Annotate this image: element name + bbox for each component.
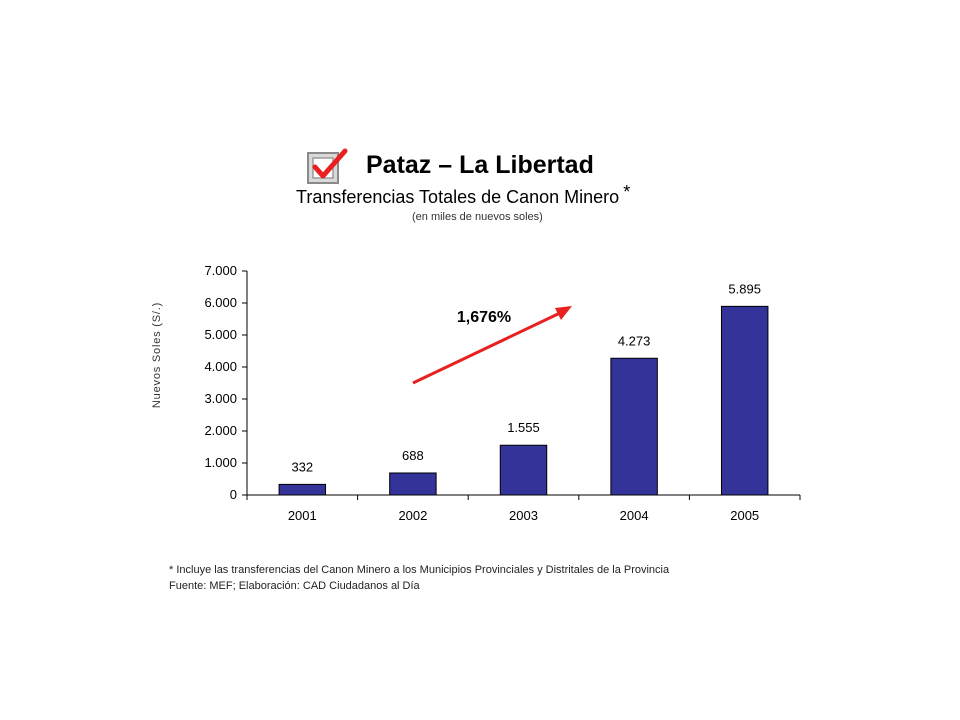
trend-arrow-line — [412, 311, 561, 385]
y-tick-label: 0 — [230, 487, 237, 502]
trend-annotation-label: 1,676% — [457, 309, 511, 326]
x-tick-label-2001: 2001 — [288, 508, 317, 523]
x-axis: 2001 2002 2003 2004 2005 — [246, 494, 801, 523]
value-label-2001: 332 — [291, 459, 313, 474]
y-tick-label: 6.000 — [204, 295, 237, 310]
x-tick-label-2005: 2005 — [730, 508, 759, 523]
value-label-2004: 4.273 — [618, 333, 651, 348]
footnote: * Incluye las transferencias del Canon M… — [169, 562, 669, 594]
y-tick-label: 1.000 — [204, 455, 237, 470]
x-tick-label-2003: 2003 — [509, 508, 538, 523]
trend-annotation: 1,676% — [412, 306, 572, 385]
bar-2003 — [499, 444, 548, 496]
bar-2004 — [610, 357, 658, 496]
units-label: (en miles de nuevos soles) — [412, 211, 543, 223]
page-title: Pataz – La Libertad — [366, 151, 594, 179]
value-label-2003: 1.555 — [507, 420, 540, 435]
x-tick-label-2004: 2004 — [620, 508, 649, 523]
y-tick-label: 5.000 — [204, 327, 237, 342]
y-tick-label: 3.000 — [204, 391, 237, 406]
bar-2002 — [389, 472, 437, 496]
y-tick-label: 4.000 — [204, 359, 237, 374]
y-tick-label: 7.000 — [204, 263, 237, 278]
value-labels: 332 688 1.555 4.273 5.895 — [291, 281, 761, 474]
trend-arrow-head — [555, 306, 572, 320]
bar-2001 — [278, 483, 327, 496]
bar-2005 — [720, 305, 769, 496]
value-label-2005: 5.895 — [728, 281, 761, 296]
subtitle-mark: * — [623, 182, 631, 202]
footnote-source: Fuente: MEF; Elaboración: CAD Ciudadanos… — [169, 580, 420, 592]
x-tick-label-2002: 2002 — [398, 508, 427, 523]
value-label-2002: 688 — [402, 448, 424, 463]
y-axis: 0 1.000 2.000 3.000 4.000 5.000 6.000 7.000 — [204, 263, 248, 502]
footnote-note: * Incluye las transferencias del Canon M… — [169, 564, 670, 576]
checkbox-check-icon — [307, 148, 348, 184]
bars — [278, 305, 769, 496]
y-axis-label: Nuevos Soles (S/.) — [151, 302, 163, 408]
y-tick-label: 2.000 — [204, 423, 237, 438]
subtitle-text: Transferencias Totales de Canon Minero — [296, 187, 620, 207]
chart-subtitle: Transferencias Totales de Canon Minero * — [296, 182, 631, 209]
